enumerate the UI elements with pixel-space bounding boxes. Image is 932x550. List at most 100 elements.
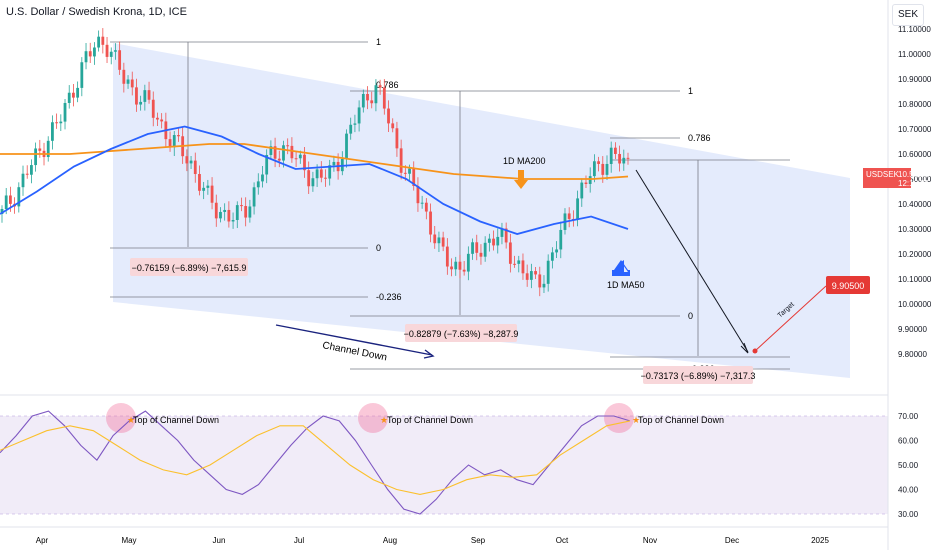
candle-body (584, 182, 588, 184)
candle-body (235, 205, 239, 221)
candle-body (139, 101, 143, 105)
candle-body (458, 261, 462, 270)
candle-body (387, 108, 390, 124)
candle-body (466, 253, 470, 272)
arrow-head-icon (423, 349, 435, 359)
candle-body (248, 206, 252, 218)
candle-body (471, 242, 474, 254)
time-tick: May (121, 536, 136, 545)
candle-body (269, 146, 273, 155)
candle-body (290, 145, 294, 159)
badge-symbol: USDSEK (866, 170, 900, 179)
candle-body (517, 260, 521, 264)
candle-body (177, 135, 180, 137)
candle-body (508, 242, 512, 264)
candles (0, 28, 630, 297)
candle-body (332, 161, 336, 166)
candle-body (298, 154, 302, 159)
time-tick: 2025 (811, 536, 829, 545)
candle-body (30, 165, 33, 175)
candle-body (597, 161, 600, 164)
candle-body (483, 242, 487, 257)
candle-body (130, 79, 134, 88)
candle-body (588, 176, 592, 184)
candle-body (613, 147, 617, 154)
candle-body (605, 163, 609, 175)
candle-body (63, 102, 67, 122)
price-tick: 10.80000 (898, 100, 932, 109)
ma50-line (0, 125, 629, 235)
candle-body (500, 228, 504, 237)
rsi-tick: 30.00 (898, 510, 919, 519)
time-tick: Nov (643, 536, 657, 545)
arrow-down-icon (514, 170, 528, 189)
measure-3: −0.73173 (−6.89%) −7,317.3 (641, 371, 756, 381)
candle-body (294, 158, 298, 160)
candle-body (84, 51, 88, 63)
candle-body (315, 169, 319, 179)
price-tick: 10.90000 (898, 75, 932, 84)
candle-body (4, 195, 8, 209)
channel-label: Channel Down (321, 340, 388, 363)
candle-body (382, 87, 386, 109)
channel-arrow (275, 324, 433, 356)
candle-body (395, 128, 399, 149)
rsi-axis: 70.00 60.00 50.00 40.00 30.00 (898, 412, 919, 519)
arrow-up-icon (612, 260, 630, 276)
candle-body (46, 140, 50, 158)
time-axis: Apr May Jun Jul Aug Sep Oct Nov Dec 2025 (36, 536, 830, 545)
candle-body (231, 220, 235, 222)
candle-body (370, 100, 374, 104)
target-value: 9.90500 (832, 281, 865, 291)
candle-body (282, 145, 285, 161)
candle-body (542, 283, 546, 288)
candle-body (622, 157, 626, 164)
candle-body (21, 173, 25, 188)
candle-body (97, 36, 101, 48)
candle-body (93, 47, 96, 57)
candle-body (462, 269, 466, 272)
candle-body (160, 119, 164, 122)
candle-body (437, 237, 441, 244)
rsi-tick: 40.00 (898, 486, 919, 495)
candle-body (391, 123, 395, 129)
channel-down-area (113, 43, 850, 378)
ma50-label: 1D MA50 (607, 280, 645, 290)
candle-body (311, 178, 315, 187)
candle-body (219, 211, 222, 219)
candle-body (538, 274, 542, 288)
candle-body (135, 87, 138, 105)
candle-body (151, 99, 155, 118)
candle-body (487, 238, 491, 243)
fib-label: 0 (688, 311, 693, 321)
currency-button[interactable]: SEK (892, 4, 924, 26)
time-tick: Oct (556, 536, 569, 545)
candle-body (286, 145, 290, 147)
candle-body (55, 122, 59, 124)
svg-text:★: ★ (127, 415, 135, 425)
candle-body (513, 263, 516, 265)
candle-body (114, 50, 117, 52)
fib-label: -0.236 (376, 292, 402, 302)
candle-body (328, 165, 332, 179)
candle-body (345, 133, 348, 159)
candle-body (349, 124, 353, 134)
candle-body (626, 157, 630, 159)
candle-body (450, 266, 453, 270)
candle-body (265, 154, 269, 175)
candle-body (357, 107, 361, 124)
candle-body (374, 85, 378, 104)
candle-body (534, 271, 537, 275)
price-tick: 10.40000 (898, 200, 932, 209)
candle-body (126, 79, 130, 84)
candle-body (324, 177, 327, 179)
candle-body (193, 160, 197, 175)
candle-body (441, 237, 445, 247)
candle-body (492, 238, 495, 246)
candle-body (9, 195, 12, 204)
target-line (754, 285, 827, 352)
candle-body (261, 174, 264, 182)
candle-body (59, 121, 63, 124)
candle-body (529, 271, 533, 280)
